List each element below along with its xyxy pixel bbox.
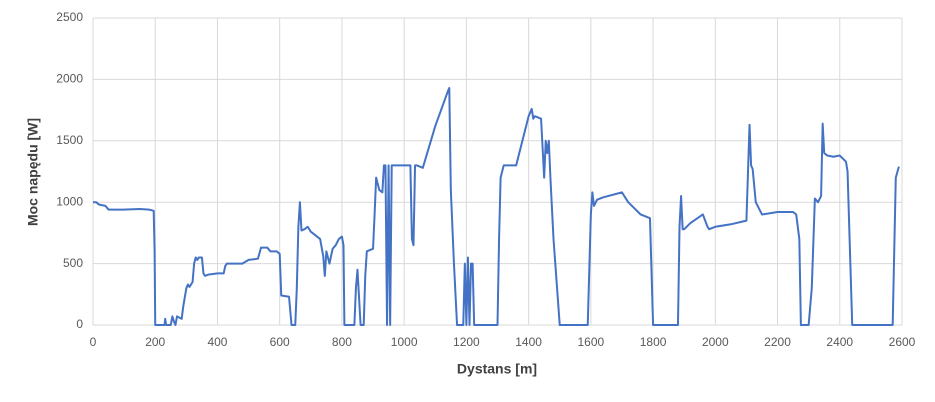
x-tick-label: 2600	[889, 335, 916, 349]
x-tick-label: 2000	[702, 335, 729, 349]
x-tick-label: 2400	[826, 335, 853, 349]
y-tick-label: 500	[63, 256, 83, 270]
x-tick-label: 400	[207, 335, 227, 349]
x-tick-label: 800	[332, 335, 352, 349]
x-tick-label: 1800	[640, 335, 667, 349]
y-tick-label: 2500	[56, 10, 83, 24]
x-tick-label: 1200	[453, 335, 480, 349]
data-line	[93, 87, 900, 326]
x-tick-label: 1600	[577, 335, 604, 349]
x-tick-label: 200	[145, 335, 165, 349]
x-tick-label: 2200	[764, 335, 791, 349]
y-tick-label: 1500	[56, 133, 83, 147]
x-tick-label: 600	[270, 335, 290, 349]
x-tick-label: 0	[90, 335, 97, 349]
x-tick-label: 1400	[515, 335, 542, 349]
x-axis-title: Dystans [m]	[457, 361, 537, 377]
x-tick-label: 1000	[391, 335, 418, 349]
y-tick-label: 2000	[56, 72, 83, 86]
y-tick-label: 0	[76, 317, 83, 331]
y-tick-label: 1000	[56, 194, 83, 208]
y-axis-title: Moc napędu [W]	[25, 118, 41, 226]
